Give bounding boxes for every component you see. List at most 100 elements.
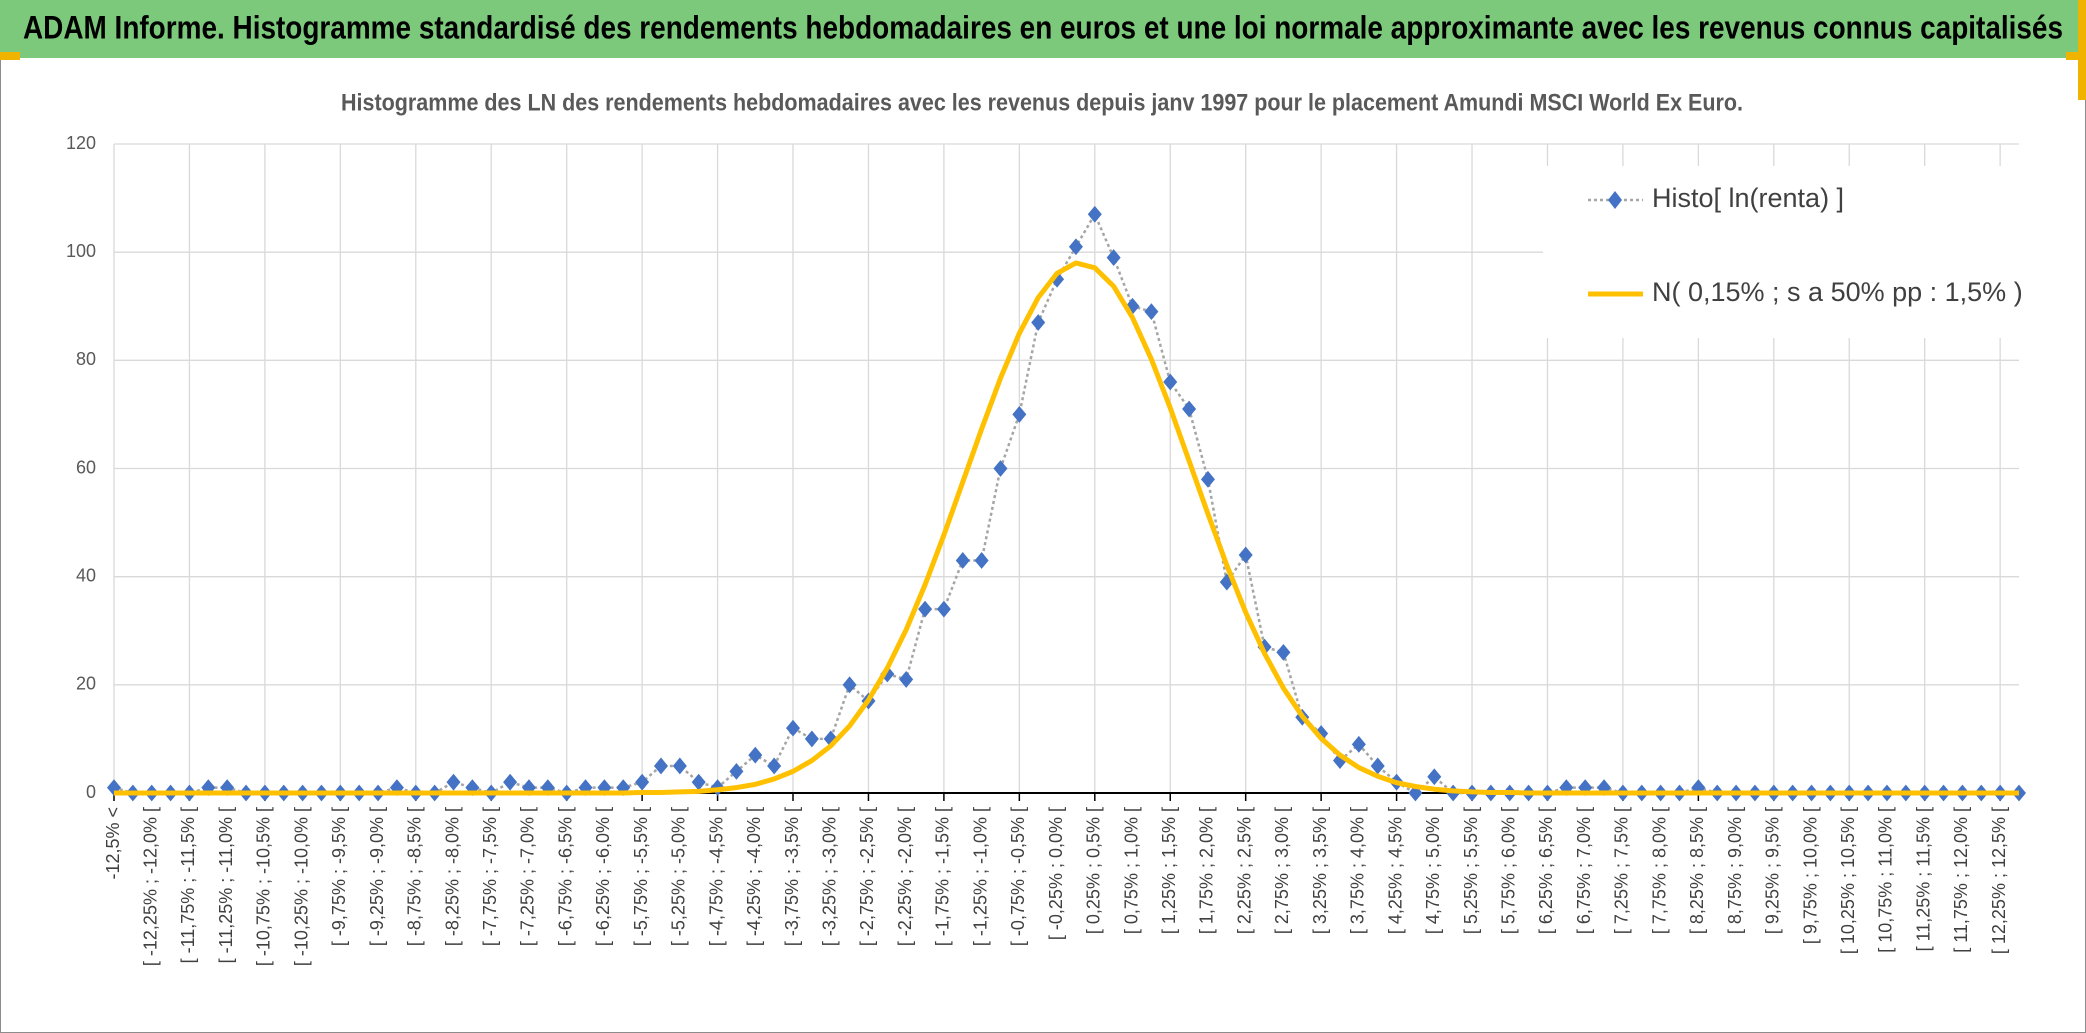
x-tick-label: [ -2,25% ; -2,0% [: [895, 807, 915, 946]
x-tick-label: [ 3,75% ; 4,0% [: [1348, 807, 1368, 934]
chart-title: Histogramme des LN des rendements hebdom…: [341, 89, 1743, 116]
data-point: [993, 460, 1008, 477]
data-point: [1200, 470, 1215, 488]
corner: [2066, 52, 2086, 60]
data-point: [1182, 400, 1197, 418]
data-point: [786, 719, 801, 737]
data-point: [955, 552, 970, 569]
x-tick-label: [ 0,25% ; 0,5% [: [1084, 807, 1104, 934]
x-tick-label: [ -5,75% ; -5,5% [: [631, 807, 651, 946]
x-tick-label: [ 7,25% ; 7,5% [: [1612, 807, 1632, 934]
data-point: [1031, 314, 1046, 331]
x-tick-label: [ -4,25% ; -4,0% [: [744, 807, 764, 946]
corner: [2078, 0, 2086, 100]
data-point: [1163, 373, 1178, 391]
x-tick-label: [ -10,75% ; -10,5% [: [254, 807, 274, 966]
x-tick-label: [ -3,25% ; -3,0% [: [819, 807, 839, 946]
x-tick-label: [ -1,75% ; -1,5% [: [933, 807, 953, 946]
y-tick-label: 60: [76, 457, 96, 477]
x-tick-label: [ 4,75% ; 5,0% [: [1423, 807, 1443, 934]
x-tick-label: [ -11,25% ; -11,0% [: [216, 807, 236, 963]
data-point: [804, 730, 819, 748]
data-point: [1351, 735, 1366, 753]
data-point: [1125, 297, 1140, 315]
series-line: [114, 260, 2019, 796]
x-tick-label: -12,5% <: [103, 807, 123, 880]
legend-box: [1543, 166, 2021, 338]
x-tick-label: [ 2,25% ; 2,5% [: [1234, 807, 1254, 934]
data-point: [1144, 303, 1159, 321]
x-tick-label: [ 4,25% ; 4,5% [: [1385, 807, 1405, 934]
data-point: [1106, 249, 1121, 266]
x-tick-label: [ 11,25% ; 11,5% [: [1913, 807, 1933, 951]
x-tick-label: [ 11,75% ; 12,0% [: [1951, 807, 1971, 953]
x-tick-label: [ 10,75% ; 11,0% [: [1876, 807, 1896, 953]
y-tick-label: 120: [66, 133, 96, 153]
header-bar: [0, 0, 2086, 58]
x-tick-label: [ 5,75% ; 6,0% [: [1498, 807, 1518, 934]
data-point: [1370, 757, 1385, 775]
x-tick-label: [ -9,25% ; -9,0% [: [367, 807, 387, 946]
x-tick-label: [ 2,75% ; 3,0% [: [1272, 807, 1292, 934]
data-point: [1068, 238, 1083, 256]
legend-label: Histo[ ln(renta) ]: [1652, 183, 1844, 213]
data-point: [1276, 643, 1291, 661]
data-point: [918, 600, 933, 618]
data-point: [974, 552, 989, 569]
data-point: [446, 773, 461, 791]
x-tick-label: [ -11,75% ; -11,5% [: [178, 807, 198, 963]
x-tick-label: [ 5,25% ; 5,5% [: [1461, 807, 1481, 934]
legend-marker: [1608, 191, 1622, 209]
x-tick-label: [ -0,25% ; 0,0% [: [1046, 807, 1066, 940]
x-tick-label: [ 9,25% ; 9,5% [: [1763, 807, 1783, 934]
x-tick-label: [ 0,75% ; 1,0% [: [1121, 807, 1141, 934]
x-tick-label: [ -6,75% ; -6,5% [: [555, 807, 575, 946]
x-tick-label: [ -8,75% ; -8,5% [: [405, 807, 425, 946]
y-tick-label: 80: [76, 349, 96, 369]
data-point: [767, 757, 782, 775]
series-line: [113, 211, 2019, 795]
x-tick-label: [ -1,25% ; -1,0% [: [970, 807, 990, 946]
y-tick-label: 100: [66, 241, 96, 261]
data-point: [672, 757, 687, 775]
x-tick-label: [ -10,25% ; -10,0% [: [291, 807, 311, 966]
data-point: [842, 676, 857, 694]
y-tick-label: 0: [86, 782, 96, 802]
data-point: [1087, 205, 1102, 223]
x-tick-label: [ -9,75% ; -9,5% [: [329, 807, 349, 946]
data-point: [729, 762, 744, 780]
data-point: [899, 671, 914, 688]
y-tick-label: 20: [76, 674, 96, 694]
data-point: [1238, 546, 1253, 564]
x-tick-label: [ 1,75% ; 2,0% [: [1197, 807, 1217, 934]
y-tick-label: 40: [76, 565, 96, 585]
x-tick-label: [ 8,75% ; 9,0% [: [1725, 807, 1745, 934]
x-tick-label: [ -4,75% ; -4,5% [: [706, 807, 726, 946]
x-tick-label: [ 9,75% ; 10,0% [: [1800, 807, 1820, 944]
data-point: [503, 773, 518, 791]
x-tick-label: [ -0,75% ; -0,5% [: [1008, 807, 1028, 946]
x-tick-label: [ -2,75% ; -2,5% [: [857, 807, 877, 946]
data-point: [653, 757, 668, 775]
x-tick-label: [ 6,75% ; 7,0% [: [1574, 807, 1594, 934]
data-point: [748, 746, 763, 764]
corner: [0, 52, 20, 60]
x-tick-label: [ -6,25% ; -6,0% [: [593, 807, 613, 946]
x-tick-label: [ 7,75% ; 8,0% [: [1649, 807, 1669, 934]
x-tick-label: [ -8,25% ; -8,0% [: [442, 807, 462, 946]
data-point: [691, 773, 706, 791]
x-tick-label: [ -12,25% ; -12,0% [: [140, 807, 160, 966]
x-tick-label: [ -5,25% ; -5,0% [: [669, 807, 689, 946]
data-point: [635, 773, 650, 791]
data-point: [1012, 406, 1027, 423]
x-tick-label: [ 1,25% ; 1,5% [: [1159, 807, 1179, 934]
x-tick-label: [ -7,25% ; -7,0% [: [518, 807, 538, 946]
data-point: [936, 600, 951, 618]
x-tick-label: [ 8,25% ; 8,5% [: [1687, 807, 1707, 934]
page-title: ADAM Informe. Histogramme standardisé de…: [23, 9, 2063, 45]
x-tick-label: [ -3,75% ; -3,5% [: [782, 807, 802, 946]
x-tick-label: [ 12,25% ; 12,5% [: [1989, 807, 2009, 954]
data-point: [1427, 768, 1442, 786]
